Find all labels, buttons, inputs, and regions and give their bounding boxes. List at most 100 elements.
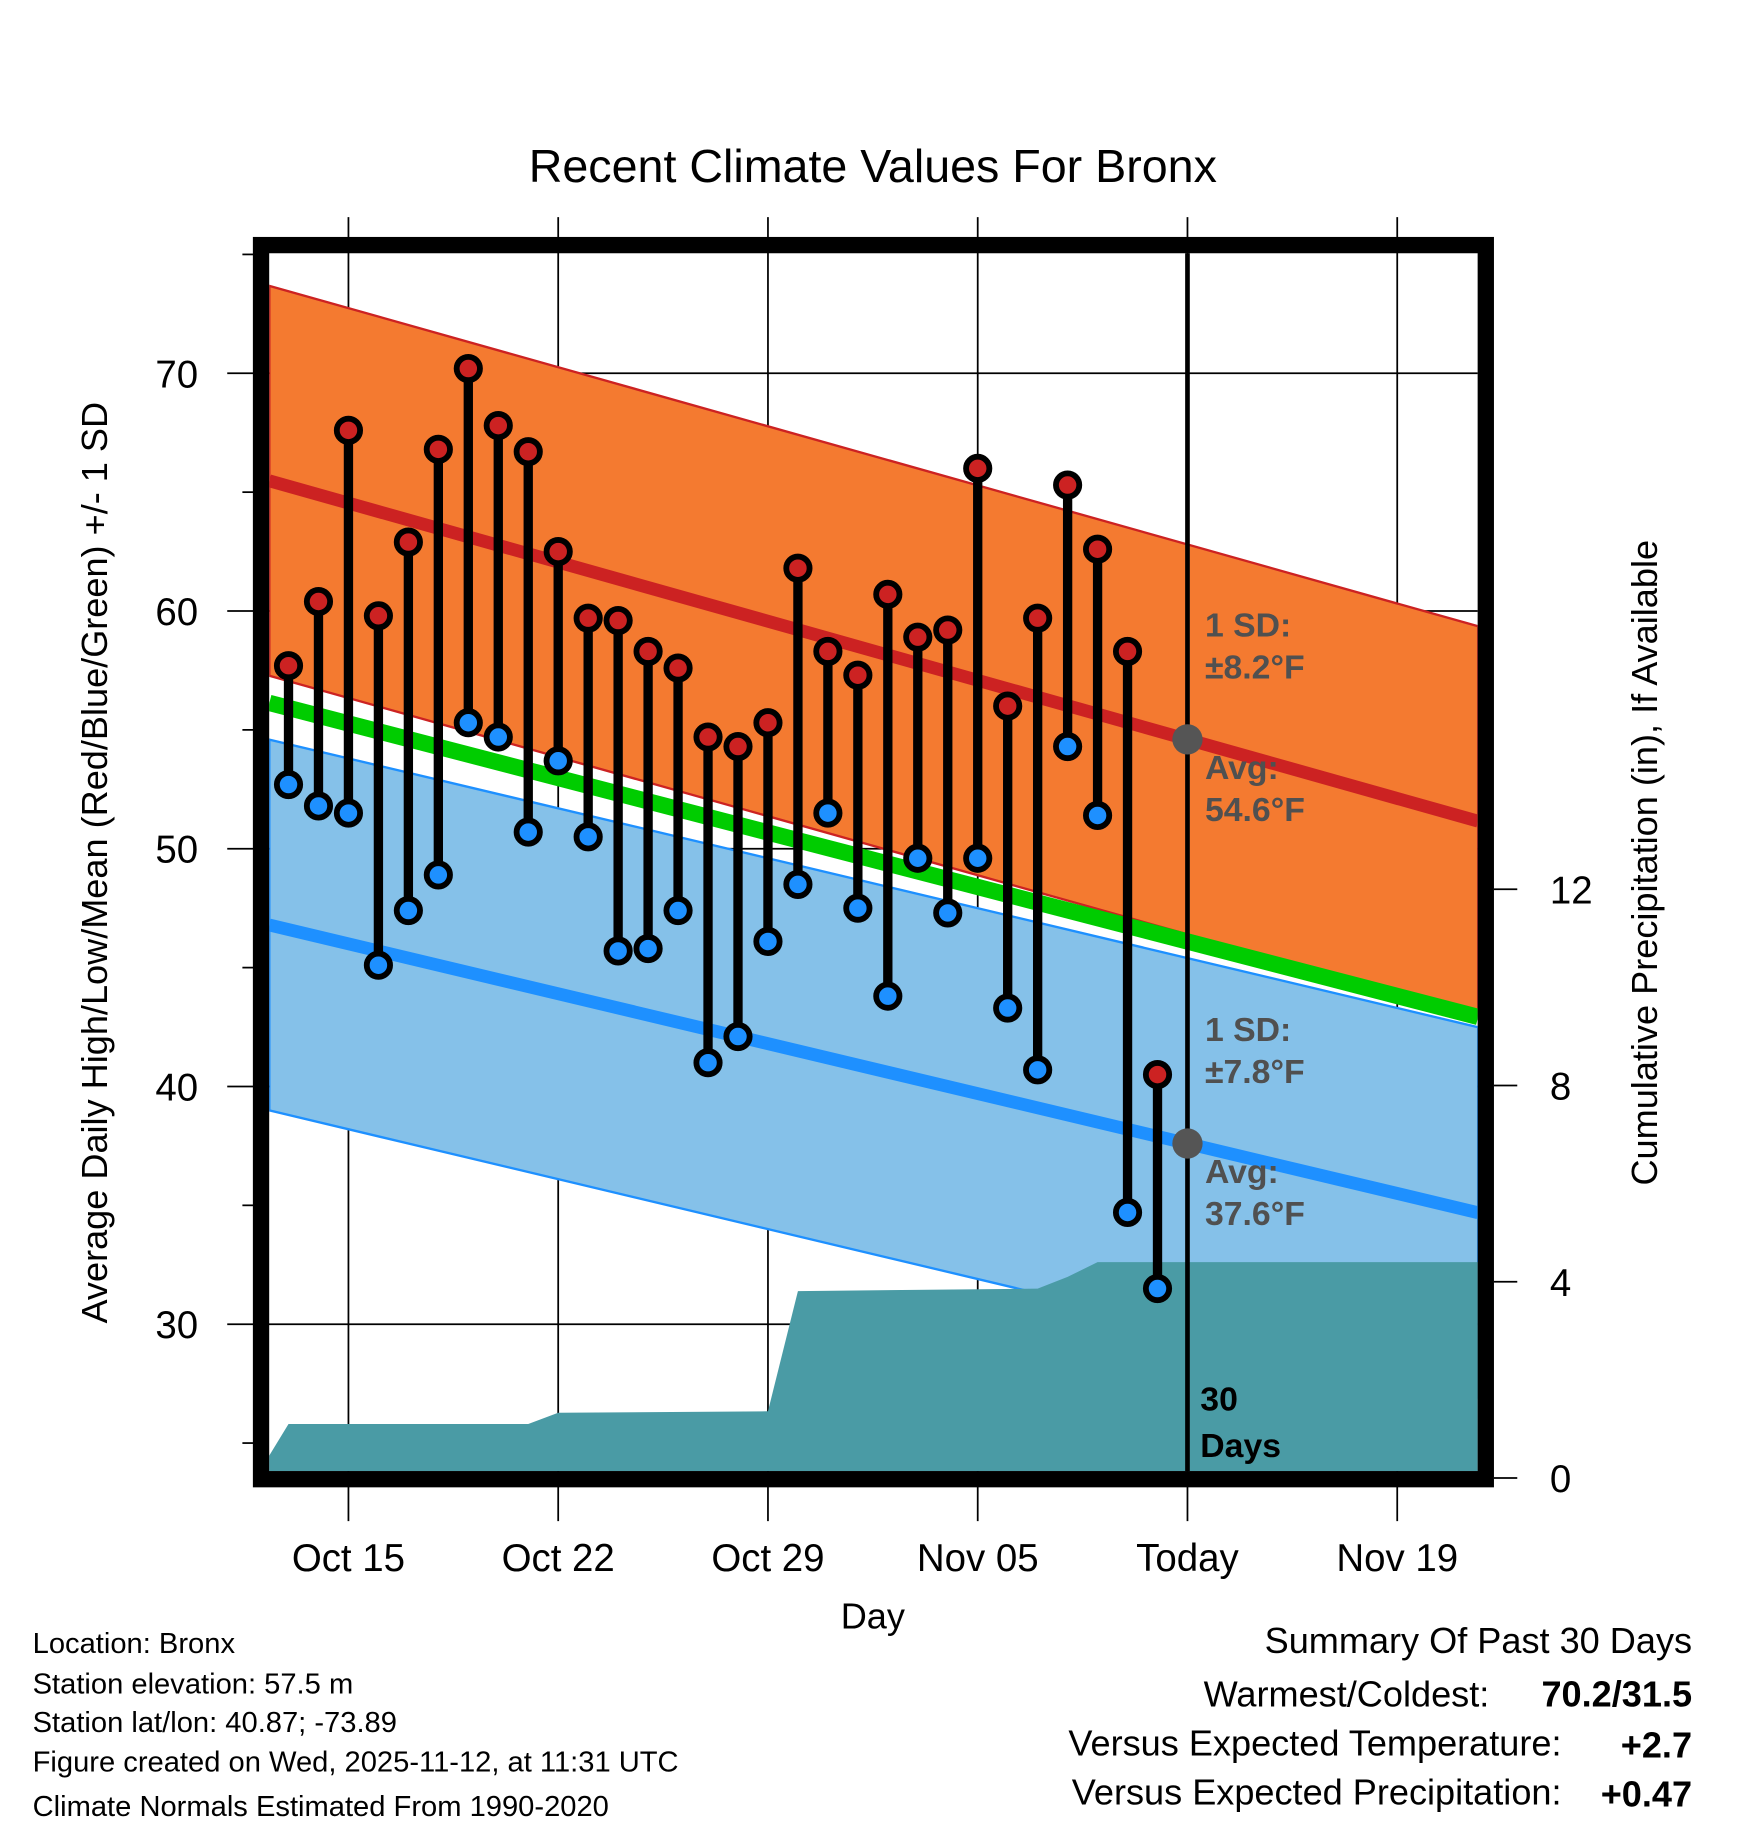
daily-high-point	[933, 615, 963, 645]
summary-title: Summary Of Past 30 Days	[1265, 1620, 1692, 1661]
elevation-text: Station elevation: 57.5 m	[33, 1669, 354, 1701]
daily-low-point	[633, 934, 663, 964]
daily-low-point	[873, 981, 903, 1011]
daily-high-point	[303, 586, 334, 617]
daily-high-point	[813, 636, 843, 666]
low-sd-value: ±7.8°F	[1205, 1053, 1305, 1091]
y-tick-label: 30	[155, 1304, 198, 1347]
daily-high-point	[993, 691, 1023, 721]
axes: Oct 15 Oct 22 Oct 29 Nov 05 Today Nov 1930405…	[155, 253, 1593, 1580]
daily-high-point	[603, 605, 633, 636]
precip-vs-expected-value: +0.47	[1601, 1774, 1692, 1815]
daily-high-point	[1112, 636, 1143, 666]
daily-low-point	[1142, 1273, 1173, 1304]
daily-low-point	[603, 936, 633, 966]
x-axis-label: Day	[841, 1595, 905, 1636]
daily-low-point	[1083, 800, 1113, 831]
precip-vs-expected-label: Versus Expected Precipitation:	[1072, 1771, 1562, 1812]
high-sd-label: 1 SD:	[1205, 607, 1291, 645]
annotations: 1 SD: ±8.2°F Avg: 54.6°F 1 SD: ±7.8°F Av…	[1200, 607, 1305, 1465]
low-avg-label: Avg:	[1205, 1153, 1279, 1191]
daily-high-point	[423, 434, 453, 464]
window-days-number: 30	[1200, 1380, 1238, 1418]
y-tick-label: 70	[155, 353, 198, 396]
daily-high-point	[393, 527, 423, 557]
daily-high-point	[663, 653, 693, 683]
daily-low-point	[453, 708, 483, 738]
daily-low-point	[903, 843, 933, 873]
daily-low-point	[573, 822, 603, 852]
high-sd-value: ±8.2°F	[1205, 649, 1305, 687]
daily-high-point	[453, 353, 483, 384]
daily-high-point	[1142, 1060, 1173, 1090]
daily-high-point	[333, 415, 364, 445]
daily-high-point	[1083, 534, 1113, 564]
low-normal-line	[269, 918, 1478, 1219]
daily-low-point	[963, 843, 993, 873]
x-tick-label: Nov 19	[1336, 1537, 1458, 1580]
x-tick-label: Oct 29	[711, 1537, 824, 1580]
daily-low-point	[783, 869, 813, 899]
daily-marks	[273, 353, 1173, 1304]
y2-axis-label: Cumulative Precipitation (in), If Availa…	[1624, 540, 1665, 1186]
warmest-value: 70.2/31.5	[1541, 1673, 1692, 1714]
today-line	[1172, 253, 1203, 1472]
daily-high-point	[753, 708, 783, 738]
daily-low-point	[1023, 1055, 1053, 1085]
high-normal-today-dot	[1172, 724, 1203, 755]
daily-low-point	[513, 817, 543, 847]
daily-high-point	[543, 537, 573, 567]
daily-high-point	[573, 603, 603, 633]
y2-tick-label: 8	[1550, 1066, 1571, 1109]
daily-low-point	[1053, 731, 1083, 762]
y2-tick-label: 0	[1550, 1458, 1571, 1501]
daily-high-point	[363, 601, 393, 631]
warmest-label: Warmest/Coldest:	[1204, 1673, 1490, 1714]
daily-low-point	[933, 898, 963, 928]
temp-vs-expected-label: Versus Expected Temperature:	[1068, 1722, 1561, 1763]
location-text: Location: Bronx	[33, 1628, 236, 1660]
daily-high-point	[963, 453, 993, 483]
y-tick-label: 50	[155, 829, 198, 872]
y-tick-label: 40	[155, 1066, 198, 1109]
daily-low-point	[303, 791, 334, 821]
temp-vs-expected-value: +2.7	[1621, 1725, 1692, 1766]
daily-low-point	[813, 798, 843, 828]
y2-tick-label: 4	[1550, 1262, 1571, 1305]
x-tick-label: Today	[1136, 1537, 1239, 1580]
daily-low-point	[1112, 1197, 1143, 1228]
daily-high-point	[1053, 470, 1083, 500]
high-avg-label: Avg:	[1205, 749, 1279, 787]
daily-low-point	[993, 993, 1023, 1023]
daily-low-point	[363, 950, 393, 980]
daily-low-point	[273, 769, 304, 800]
y-tick-label: 60	[155, 591, 198, 634]
chart-title: Recent Climate Values For Bronx	[529, 140, 1217, 192]
daily-high-point	[843, 660, 873, 690]
x-tick-label: Oct 22	[502, 1537, 615, 1580]
daily-high-point	[783, 553, 813, 583]
low-normal-today-dot	[1172, 1128, 1203, 1159]
daily-high-point	[723, 731, 753, 762]
daily-high-point	[483, 411, 513, 441]
low-sd-label: 1 SD:	[1205, 1011, 1291, 1049]
daily-low-point	[423, 860, 453, 890]
daily-high-point	[273, 651, 304, 681]
daily-low-point	[483, 722, 513, 752]
plot-area	[269, 284, 1478, 1472]
high-avg-value: 54.6°F	[1205, 791, 1305, 829]
latlon-text: Station lat/lon: 40.87; -73.89	[33, 1707, 397, 1739]
window-days-unit: Days	[1200, 1427, 1281, 1465]
plot-frame	[252, 236, 1494, 1488]
x-tick-label: Nov 05	[917, 1537, 1039, 1580]
y-axis-label: Average Daily High/Low/Mean (Red/Blue/Gr…	[74, 402, 115, 1324]
normals-text: Climate Normals Estimated From 1990-2020	[33, 1791, 609, 1823]
y2-tick-label: 12	[1550, 869, 1593, 912]
daily-low-point	[723, 1021, 753, 1052]
daily-low-point	[753, 926, 783, 957]
daily-high-point	[633, 636, 663, 666]
precipitation-area	[269, 1262, 1478, 1472]
low-avg-value: 37.6°F	[1205, 1195, 1305, 1233]
daily-high-point	[1023, 603, 1053, 633]
daily-high-point	[693, 722, 723, 752]
